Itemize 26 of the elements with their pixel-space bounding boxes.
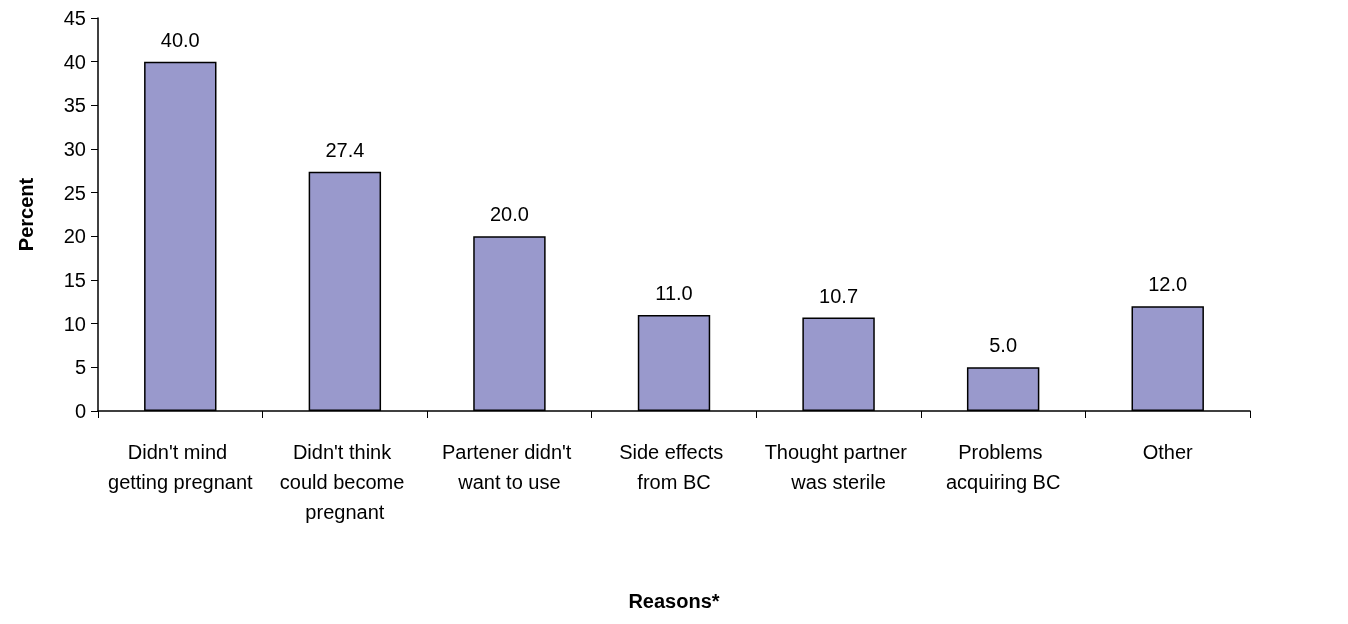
y-tick-label: 25 xyxy=(63,181,86,204)
y-tick-label: 40 xyxy=(63,50,86,73)
data-label: 40.0 xyxy=(160,28,200,51)
y-tick-label: 15 xyxy=(63,269,86,291)
y-tick-label: 5 xyxy=(74,356,86,379)
y-tick-label: 0 xyxy=(74,400,86,422)
x-tick-label: Partener didn't want to use xyxy=(441,441,577,493)
x-tick-label: Other xyxy=(1142,441,1194,463)
y-axis-title: Percent xyxy=(15,177,37,252)
y-tick-label: 20 xyxy=(63,225,86,248)
x-tick-label: Problems acquiring BC xyxy=(945,441,1061,493)
x-tick-label: Didn't mind getting pregnant xyxy=(108,441,254,493)
y-tick-label: 35 xyxy=(63,94,86,117)
y-tick-label: 30 xyxy=(63,138,86,160)
x-tick-label: Side effects from BC xyxy=(619,441,729,493)
data-label: 27.4 xyxy=(325,138,365,161)
data-label: 12.0 xyxy=(1148,273,1188,296)
x-tick-label: Didn't think could become pregnant xyxy=(279,441,410,523)
data-label: 11.0 xyxy=(655,281,693,304)
data-label: 20.0 xyxy=(489,203,529,226)
y-tick-label: 10 xyxy=(63,312,86,335)
data-label: 10.7 xyxy=(819,284,859,307)
x-axis-title: Reasons* xyxy=(628,590,720,612)
x-tick-label: Thought partner was sterile xyxy=(764,441,913,493)
data-label: 5.0 xyxy=(989,334,1018,357)
y-tick-label: 45 xyxy=(63,7,86,29)
